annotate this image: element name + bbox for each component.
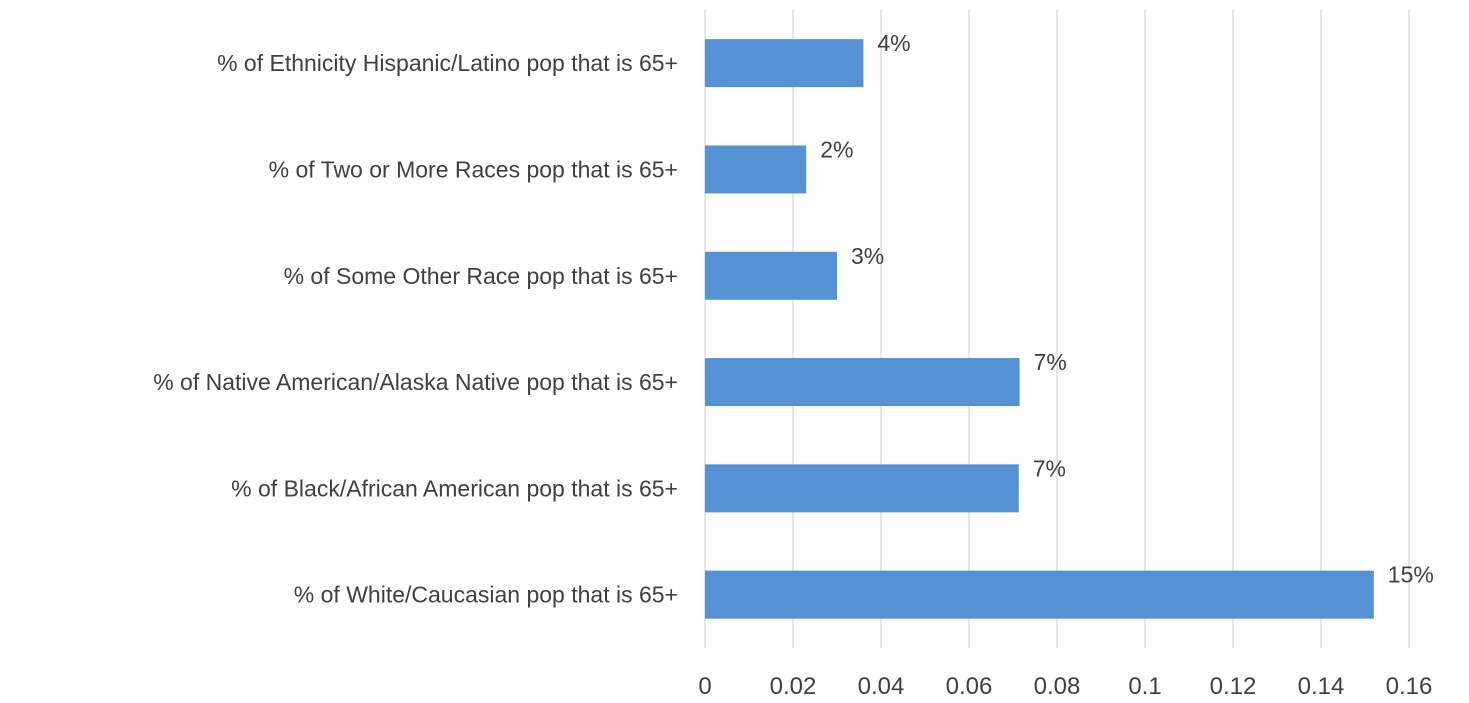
data-label: 15% <box>1388 562 1434 588</box>
x-tick-label: 0.1 <box>1128 673 1161 700</box>
category-label: % of Black/African American pop that is … <box>231 475 678 501</box>
category-labels: % of Ethnicity Hispanic/Latino pop that … <box>153 50 678 608</box>
data-label: 3% <box>851 243 884 269</box>
x-tick-label: 0.16 <box>1386 673 1433 700</box>
bar <box>705 39 864 88</box>
data-label: 7% <box>1033 455 1066 481</box>
category-label: % of Some Other Race pop that is 65+ <box>284 263 678 289</box>
data-label: 4% <box>877 30 910 56</box>
category-label: % of Ethnicity Hispanic/Latino pop that … <box>217 50 678 76</box>
category-label: % of Native American/Alaska Native pop t… <box>153 369 678 395</box>
x-tick-label: 0.08 <box>1034 673 1081 700</box>
data-label: 7% <box>1034 349 1067 375</box>
bar <box>705 145 807 194</box>
bar <box>705 251 837 300</box>
bar <box>705 570 1374 619</box>
data-label: 2% <box>820 136 853 162</box>
x-tick-label: 0.04 <box>858 673 905 700</box>
category-label: % of Two or More Races pop that is 65+ <box>269 156 678 182</box>
x-tick-label: 0.14 <box>1298 673 1345 700</box>
bar <box>705 358 1020 407</box>
bars <box>705 39 1374 619</box>
x-axis-ticks: 0 0.02 0.04 0.06 0.08 0.1 0.12 0.14 0.16 <box>698 673 1432 700</box>
bar <box>705 464 1019 513</box>
x-tick-label: 0.12 <box>1210 673 1257 700</box>
grid-lines <box>704 10 1410 648</box>
x-tick-label: 0.02 <box>770 673 817 700</box>
x-tick-label: 0 <box>698 673 711 700</box>
data-labels: 4% 2% 3% 7% 7% 15% <box>820 30 1434 588</box>
category-label: % of White/Caucasian pop that is 65+ <box>294 582 678 608</box>
x-tick-label: 0.06 <box>946 673 993 700</box>
